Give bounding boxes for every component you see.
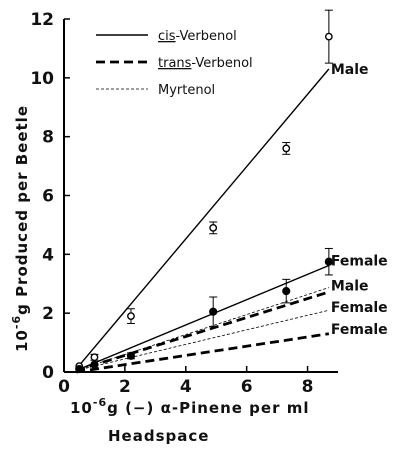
data-point-open xyxy=(90,353,99,362)
x-tick-label: 0 xyxy=(58,377,70,397)
data-point-filled xyxy=(209,307,218,316)
data-point-filled xyxy=(75,364,84,374)
regression-line-male-myrtenol xyxy=(76,287,329,371)
data-point-filled xyxy=(324,257,333,266)
y-tick-label: 10 xyxy=(30,69,54,89)
line-end-label: Male xyxy=(331,62,369,78)
data-point-filled xyxy=(282,287,291,296)
x-tick-label: 2 xyxy=(119,377,131,397)
x-tick-label: 4 xyxy=(180,377,192,397)
data-point-open xyxy=(209,223,218,232)
y-tick-label: 12 xyxy=(30,10,54,30)
x-axis-title-line2: Headspace xyxy=(108,427,209,445)
line-end-label: Male xyxy=(331,279,369,295)
y-tick-label: 6 xyxy=(42,187,54,207)
regression-line-male-trans xyxy=(75,290,330,372)
regression-line-female-cis xyxy=(75,264,330,372)
y-tick-label: 8 xyxy=(42,128,54,148)
legend-label: cis-Verbenol xyxy=(158,29,237,44)
regression-line-female-myrtenol xyxy=(76,309,329,371)
x-tick-label: 8 xyxy=(302,377,314,397)
line-end-label: Female xyxy=(331,322,388,338)
y-tick-label: 0 xyxy=(42,363,54,383)
regression-line-female-trans xyxy=(75,332,330,374)
x-tick-label: 6 xyxy=(241,377,253,397)
regression-line-male-cis xyxy=(75,68,330,370)
data-point-open xyxy=(127,312,135,321)
data-point-filled xyxy=(126,351,136,360)
line-end-label: Female xyxy=(331,254,388,270)
y-axis-title: 10-6g Produced per Beetle xyxy=(10,105,31,352)
legend-label: trans-Verbenol xyxy=(158,56,253,71)
y-tick-label: 4 xyxy=(42,245,54,265)
data-point-filled xyxy=(90,360,99,369)
line-end-label: Female xyxy=(331,300,388,316)
data-point-open xyxy=(282,144,291,153)
x-axis-title: 10-6g (−) α-Pinene per ml xyxy=(70,396,309,417)
legend-label: Myrtenol xyxy=(158,83,215,98)
data-point-open xyxy=(324,32,333,41)
y-tick-label: 2 xyxy=(42,304,54,324)
